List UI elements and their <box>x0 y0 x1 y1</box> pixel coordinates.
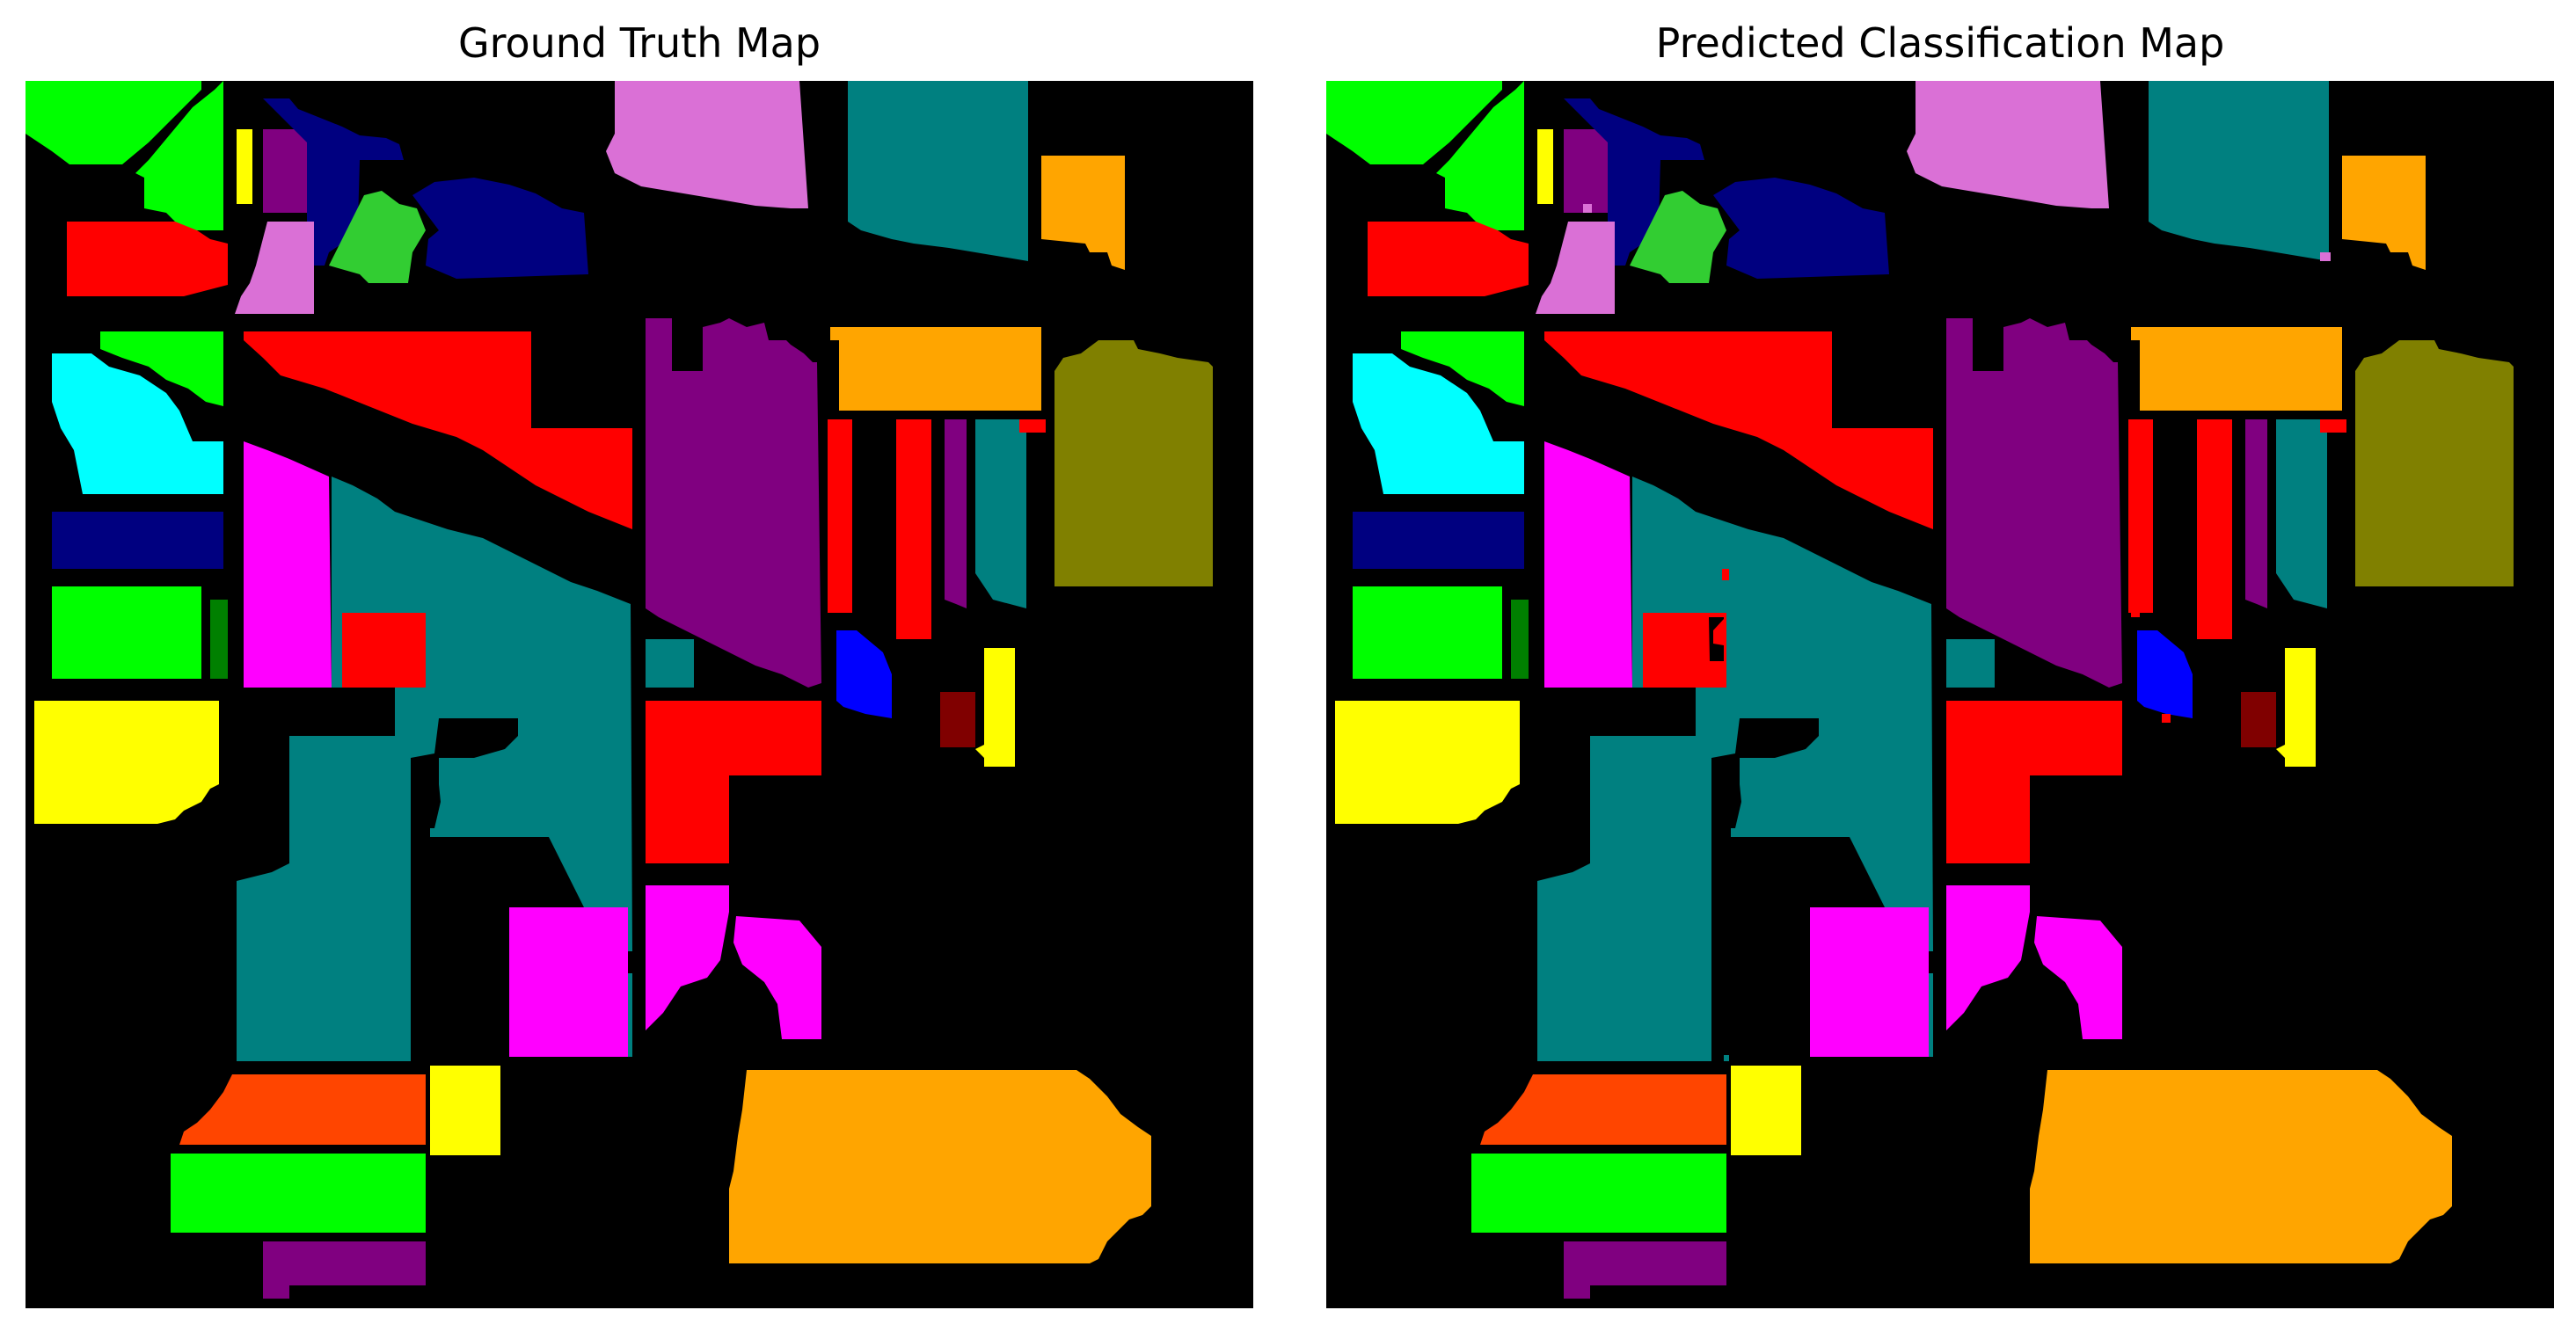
region-lime <box>100 331 223 406</box>
region-orchid <box>1907 81 2109 208</box>
region-lime <box>26 81 201 164</box>
region-red <box>1946 701 2122 863</box>
region-lime <box>171 1154 426 1233</box>
region-purple <box>263 129 311 213</box>
region-red <box>244 331 632 529</box>
region-purple <box>1564 129 1612 213</box>
region-olive <box>1054 340 1213 586</box>
region-green <box>1511 600 1529 679</box>
region-teal <box>1724 1055 1729 1061</box>
region-magenta <box>2034 916 2122 1039</box>
region-purple <box>2245 419 2267 608</box>
region-magenta <box>509 907 628 1057</box>
region-navy <box>1564 98 1704 266</box>
region-green <box>210 600 228 679</box>
region-lime <box>1436 81 1524 230</box>
region-lime <box>135 81 223 230</box>
region-magenta <box>1810 907 1929 1057</box>
region-yellow <box>1731 1066 1801 1155</box>
region-lime <box>1471 1154 1726 1233</box>
region-navy <box>1713 178 1889 279</box>
region-olive <box>2355 340 2514 586</box>
region-orange <box>830 327 1041 411</box>
region-navy <box>263 98 404 266</box>
region-orchid <box>1583 204 1592 213</box>
region-teal <box>1946 639 1995 688</box>
region-red <box>828 419 852 613</box>
prediction-panel: Predicted Classification Map <box>1326 0 2554 1332</box>
region-red <box>2131 608 2140 617</box>
ground-truth-panel: Ground Truth Map <box>26 0 1253 1332</box>
region-teal <box>975 419 1026 608</box>
region-teal <box>848 81 1028 261</box>
region-magenta <box>244 441 332 688</box>
region-orange <box>2342 156 2426 270</box>
region-magenta <box>733 916 821 1039</box>
region-navy <box>412 178 588 279</box>
region-purple <box>1564 1241 1726 1299</box>
region-red <box>2128 419 2153 613</box>
region-magenta <box>1946 885 2030 1030</box>
region-blue <box>836 630 892 718</box>
region-red <box>1643 613 1726 688</box>
region-yellow <box>237 129 252 204</box>
region-yellow <box>2276 648 2316 767</box>
region-red <box>646 701 821 863</box>
region-orange <box>2030 1070 2452 1263</box>
panel-title: Ground Truth Map <box>457 19 821 67</box>
region-orangered <box>1480 1074 1726 1145</box>
region-yellow <box>1537 129 1553 204</box>
region-lime <box>52 586 201 679</box>
region-orchid <box>235 222 314 314</box>
region-orchid <box>606 81 808 208</box>
region-navy <box>1353 512 1524 569</box>
region-red <box>1368 222 1529 296</box>
region-lime <box>1353 586 1502 679</box>
region-lime <box>1326 81 1502 164</box>
region-orange <box>1041 156 1125 270</box>
region-yellow <box>34 701 219 824</box>
region-cyan <box>1353 353 1524 494</box>
region-red <box>342 613 426 688</box>
region-yellow <box>430 1066 500 1155</box>
ground-truth-map <box>26 81 1253 1308</box>
region-teal <box>2276 419 2327 608</box>
region-red <box>1019 419 1046 433</box>
region-purple <box>646 318 821 688</box>
region-magenta <box>1544 441 1632 688</box>
region-red <box>2320 419 2346 433</box>
region-yellow <box>975 648 1015 767</box>
region-limegreen <box>329 191 426 283</box>
region-limegreen <box>1630 191 1726 283</box>
panel-title: Predicted Classification Map <box>1655 19 2225 67</box>
region-orangered <box>179 1074 426 1145</box>
region-orange <box>729 1070 1151 1263</box>
region-black <box>1709 617 1724 661</box>
region-red <box>1544 331 1933 529</box>
region-cyan <box>52 353 223 494</box>
region-purple <box>1946 318 2122 688</box>
region-red <box>2162 714 2171 723</box>
region-orange <box>2131 327 2342 411</box>
region-orchid <box>2320 252 2331 261</box>
region-red <box>1722 569 1729 580</box>
predicted-classification-map <box>1326 81 2554 1308</box>
region-purple <box>263 1241 426 1299</box>
region-lime <box>1401 331 1524 406</box>
region-teal <box>646 639 694 688</box>
region-maroon <box>2241 692 2276 747</box>
region-red <box>67 222 228 296</box>
region-magenta <box>646 885 729 1030</box>
region-navy <box>52 512 223 569</box>
region-red <box>2197 419 2232 639</box>
region-orchid <box>1536 222 1615 314</box>
region-teal <box>237 477 632 1061</box>
region-red <box>896 419 931 639</box>
region-purple <box>945 419 967 608</box>
region-yellow <box>1335 701 1520 824</box>
region-blue <box>2137 630 2193 718</box>
region-teal <box>1537 477 1933 1061</box>
region-maroon <box>940 692 975 747</box>
region-teal <box>2149 81 2329 261</box>
